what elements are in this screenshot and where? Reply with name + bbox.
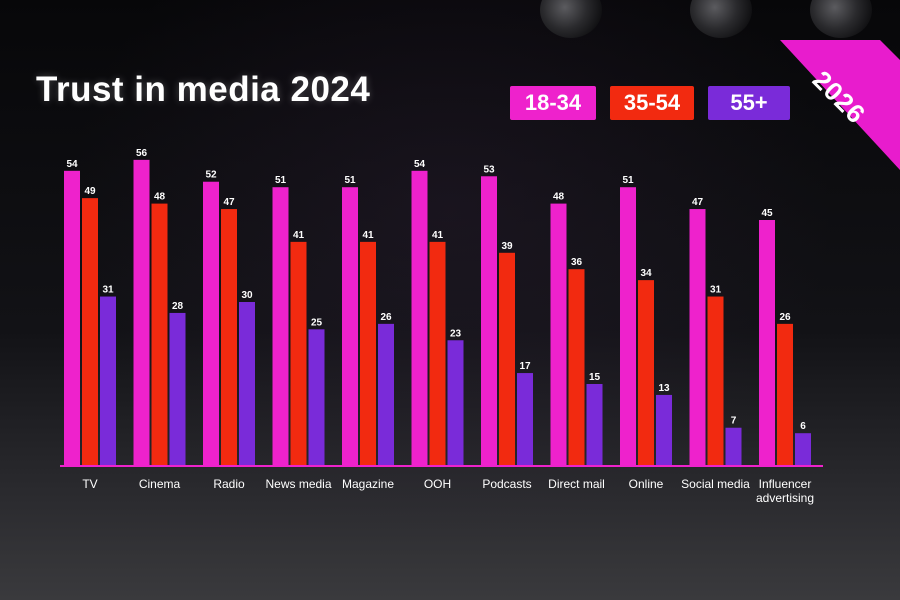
data-label: 51 bbox=[275, 175, 287, 186]
bar bbox=[239, 302, 255, 466]
data-label: 17 bbox=[519, 361, 531, 372]
bar-group-news-media: 51 41 25 News media bbox=[265, 175, 331, 491]
bar-group-radio: 52 47 30 Radio bbox=[203, 170, 255, 491]
bar bbox=[568, 269, 585, 466]
x-tick-label: Podcasts bbox=[482, 477, 531, 491]
data-label: 54 bbox=[414, 159, 426, 170]
bar-group-online: 51 34 13 Online bbox=[620, 175, 672, 491]
data-label: 47 bbox=[223, 197, 235, 208]
data-label: 48 bbox=[553, 192, 565, 203]
x-tick-label: OOH bbox=[424, 477, 451, 491]
data-label: 47 bbox=[692, 197, 704, 208]
bar-group-direct-mail: 48 36 15 Direct mail bbox=[548, 192, 605, 491]
data-label: 28 bbox=[172, 301, 184, 312]
data-label: 49 bbox=[84, 186, 96, 197]
bar bbox=[517, 373, 533, 466]
bar bbox=[100, 296, 116, 466]
bar bbox=[620, 187, 636, 466]
bar bbox=[586, 384, 603, 466]
bar bbox=[272, 187, 289, 466]
data-label: 52 bbox=[205, 170, 217, 181]
data-label: 23 bbox=[450, 328, 462, 339]
x-tick-label: News media bbox=[265, 477, 331, 491]
bar bbox=[725, 427, 742, 466]
bar bbox=[221, 209, 237, 467]
bar bbox=[378, 323, 394, 466]
bar bbox=[447, 340, 464, 466]
data-label: 51 bbox=[344, 175, 356, 186]
bar bbox=[308, 329, 325, 466]
data-label: 53 bbox=[483, 164, 495, 175]
data-label: 36 bbox=[571, 257, 583, 268]
bar bbox=[795, 433, 811, 466]
bar bbox=[82, 198, 98, 466]
data-label: 41 bbox=[432, 230, 444, 241]
bar bbox=[411, 170, 428, 467]
data-label: 26 bbox=[779, 312, 791, 323]
bar bbox=[342, 187, 358, 466]
bar bbox=[360, 241, 376, 466]
data-label: 41 bbox=[293, 230, 305, 241]
bar bbox=[429, 241, 446, 466]
legend-item-18-34: 18-34 bbox=[510, 86, 596, 120]
bar bbox=[777, 323, 793, 466]
legend-item-35-54: 35-54 bbox=[610, 86, 694, 120]
data-label: 41 bbox=[362, 230, 374, 241]
data-label: 7 bbox=[731, 416, 737, 427]
bar bbox=[550, 203, 567, 466]
data-label: 13 bbox=[658, 383, 670, 394]
data-label: 26 bbox=[380, 312, 392, 323]
data-label: 34 bbox=[640, 268, 652, 279]
bar bbox=[759, 220, 775, 466]
bar bbox=[481, 176, 497, 466]
bar bbox=[169, 312, 186, 466]
bar bbox=[133, 159, 150, 466]
bar bbox=[638, 280, 654, 466]
x-tick-label: Cinema bbox=[139, 477, 181, 491]
chart-title: Trust in media 2024 bbox=[36, 70, 371, 109]
x-tick-label: TV bbox=[82, 477, 97, 491]
bar-group-ooh: 54 41 23 OOH bbox=[411, 159, 464, 491]
bar-group-social-media: 47 31 7 Social media bbox=[681, 197, 750, 491]
x-tick-label: Influencer bbox=[759, 477, 812, 491]
bar bbox=[689, 209, 706, 467]
data-label: 25 bbox=[311, 317, 323, 328]
bar bbox=[203, 181, 219, 466]
data-label: 15 bbox=[589, 372, 601, 383]
data-label: 31 bbox=[710, 285, 722, 296]
x-tick-label: Radio bbox=[213, 477, 245, 491]
x-tick-label: Social media bbox=[681, 477, 750, 491]
x-tick-label: advertising bbox=[756, 491, 814, 505]
bar bbox=[707, 296, 724, 466]
data-label: 31 bbox=[102, 285, 114, 296]
bar bbox=[499, 252, 515, 466]
bar-group-magazine: 51 41 26 Magazine bbox=[342, 175, 394, 491]
legend-item-55-plus: 55+ bbox=[708, 86, 790, 120]
bar bbox=[656, 394, 672, 466]
data-label: 6 bbox=[800, 421, 806, 432]
data-label: 48 bbox=[154, 192, 166, 203]
x-tick-label: Online bbox=[629, 477, 664, 491]
data-label: 56 bbox=[136, 148, 148, 159]
bar-group-tv: 54 49 31 TV bbox=[64, 159, 116, 491]
bar bbox=[290, 241, 307, 466]
data-label: 54 bbox=[66, 159, 78, 170]
data-label: 39 bbox=[501, 241, 513, 252]
data-label: 51 bbox=[622, 175, 634, 186]
x-tick-label: Direct mail bbox=[548, 477, 605, 491]
data-label: 30 bbox=[241, 290, 253, 301]
bar bbox=[151, 203, 168, 466]
bar bbox=[64, 170, 80, 467]
x-tick-label: Magazine bbox=[342, 477, 394, 491]
bar-group-podcasts: 53 39 17 Podcasts bbox=[481, 164, 533, 491]
data-label: 45 bbox=[761, 208, 773, 219]
bar-group-cinema: 56 48 28 Cinema bbox=[133, 148, 186, 491]
